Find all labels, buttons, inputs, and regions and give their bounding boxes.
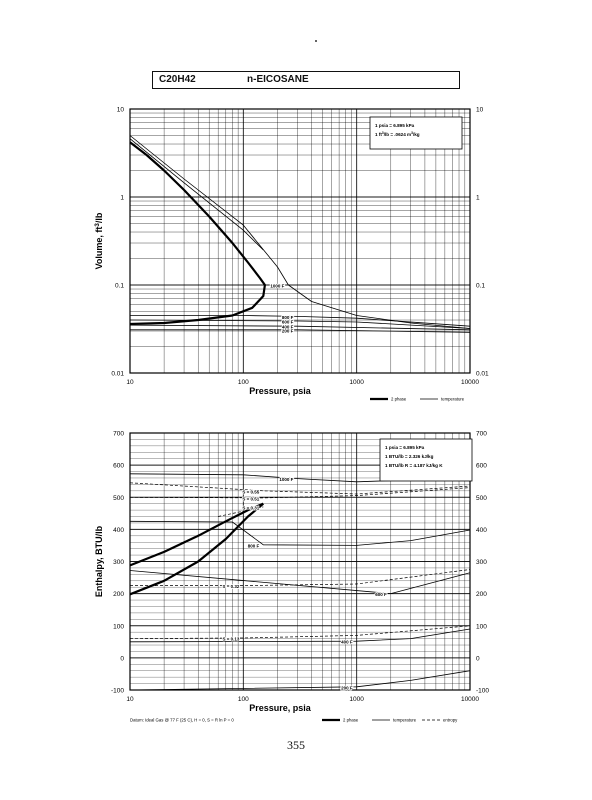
series-line-entropy <box>129 487 471 499</box>
y-tick-label-right: 200 <box>476 591 487 598</box>
series-line-temperature <box>129 138 264 251</box>
y-tick-label-left: 300 <box>113 559 124 566</box>
conversion-box <box>369 116 463 150</box>
y-tick-label-left: 0 <box>120 655 124 662</box>
enthalpy-chart: 1000 F 800 F 600 F 400 F 200 F S = 0.55 S = 0.… <box>94 431 489 723</box>
y-tick-label-left: 100 <box>113 623 124 630</box>
series-label: 200 F <box>282 328 294 333</box>
y-tick-label-right: 400 <box>476 527 487 534</box>
series-label: 1000 F <box>270 284 284 289</box>
series-label: 200 F <box>341 685 353 690</box>
page-number: 355 <box>287 738 305 752</box>
series-line-2phase <box>129 502 265 596</box>
series-label: S = 0.31 <box>242 505 259 510</box>
conversion-text: 1 psia = 6.895 kPa <box>375 123 415 128</box>
y-tick-label-left: 1 <box>120 195 124 202</box>
series-line-entropy <box>218 506 264 517</box>
y-tick-label-left: 200 <box>113 591 124 598</box>
conversion-text: 1 BTU/lb = 2.326 kJ/kg <box>385 454 434 459</box>
y-tick-label-left: 0.01 <box>111 371 124 378</box>
y-tick-label-left: 10 <box>117 107 125 114</box>
y-tick-label-left: 500 <box>113 495 124 502</box>
series-line-temperature <box>129 319 471 329</box>
legend-label: 2 phase <box>343 718 359 723</box>
series-line-2phase <box>129 502 264 567</box>
series-line-temperature <box>129 570 471 594</box>
speck-mark <box>315 40 317 42</box>
series-line-temperature <box>130 329 471 333</box>
x-axis-title: Pressure, psia <box>249 703 312 713</box>
y-tick-label-left: 600 <box>113 463 124 470</box>
y-tick-label-right: -100 <box>476 688 489 695</box>
legend-label: temperature <box>441 397 465 402</box>
y-tick-label-left: 700 <box>113 431 124 438</box>
y-tick-label-right: 0 <box>476 655 480 662</box>
series-label: S = 0.55 <box>242 489 259 494</box>
datum-note: Datum: Ideal Gas @ 77 F (25 C), H = 0, S… <box>130 718 234 723</box>
series-label: S = 0.13 <box>222 636 239 641</box>
series-label: S = 0.32 <box>222 584 239 589</box>
x-tick-label: 100 <box>238 696 249 703</box>
legend-label: entropy <box>443 718 458 723</box>
x-tick-label: 10000 <box>461 379 479 386</box>
x-tick-label: 10000 <box>461 696 479 703</box>
compound-name: n-EICOSANE <box>247 74 309 85</box>
compound-formula: C20H42 <box>159 74 196 85</box>
series-label: 600 F <box>375 592 387 597</box>
y-tick-label-left: 400 <box>113 527 124 534</box>
y-tick-label-right: 700 <box>476 431 487 438</box>
y-tick-label-right: 300 <box>476 559 487 566</box>
y-tick-label-right: 1 <box>476 195 480 202</box>
y-tick-label-right: 500 <box>476 495 487 502</box>
legend-label: temperature <box>393 718 417 723</box>
x-tick-label: 10 <box>126 696 134 703</box>
series-line-entropy <box>129 625 471 639</box>
conversion-box <box>379 438 473 482</box>
series-line-temperature <box>129 324 471 331</box>
conversion-text: 1 ft3/lb = .0624 m3/kg <box>375 131 420 137</box>
series-label: 400 F <box>341 640 353 645</box>
y-tick-label-right: 10 <box>476 107 484 114</box>
legend-label: 2 phase <box>391 397 407 402</box>
x-axis-title: Pressure, psia <box>249 386 312 396</box>
title-box: C20H42 n-EICOSANE <box>152 71 460 89</box>
x-tick-label: 100 <box>238 379 249 386</box>
y-axis-title: Enthalpy, BTU/lb <box>94 525 104 597</box>
plot-frame <box>129 108 471 374</box>
series-label: 400 F <box>282 325 294 330</box>
series-label: 800 F <box>248 543 260 548</box>
series-line-entropy <box>130 569 471 586</box>
series-line-temperature <box>129 520 471 546</box>
y-tick-label-right: 0.01 <box>476 371 489 378</box>
y-tick-label-right: 0.1 <box>476 283 485 290</box>
x-tick-label: 10 <box>126 379 134 386</box>
series-label: 1000 F <box>279 477 293 482</box>
series-label: 600 F <box>282 319 294 324</box>
y-tick-label-left: 0.1 <box>115 283 124 290</box>
y-axis-title: Volume, ft3/lb <box>94 212 105 269</box>
series-line-entropy <box>129 482 471 495</box>
series-line-temperature <box>129 628 471 643</box>
conversion-text: 1 BTU/lb R = 4.187 kJ/kg K <box>385 463 443 468</box>
series-label: 800 F <box>282 315 294 320</box>
x-tick-label: 1000 <box>349 379 364 386</box>
conversion-text: 1 psia = 6.895 kPa <box>385 445 425 450</box>
series-line-temperature <box>129 670 471 691</box>
x-tick-label: 1000 <box>349 696 364 703</box>
series-label: S = 0.51 <box>242 496 259 501</box>
series-line-temperature <box>130 315 471 327</box>
series-line-2phase <box>129 141 266 326</box>
y-tick-label-left: -100 <box>111 688 124 695</box>
y-tick-label-right: 100 <box>476 623 487 630</box>
y-tick-label-right: 600 <box>476 463 487 470</box>
plot-frame <box>129 432 471 691</box>
